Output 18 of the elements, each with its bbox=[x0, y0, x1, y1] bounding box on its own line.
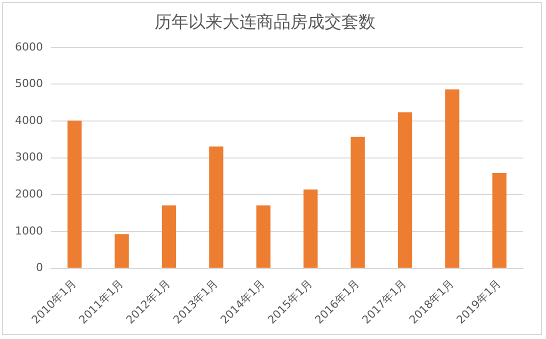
y-tick-label: 0 bbox=[36, 261, 43, 274]
bar bbox=[304, 190, 318, 268]
bar bbox=[114, 234, 129, 268]
bar bbox=[256, 205, 270, 268]
bar bbox=[398, 112, 412, 268]
y-tick-label: 3000 bbox=[14, 150, 43, 164]
bar bbox=[68, 120, 82, 268]
y-tick-label: 5000 bbox=[14, 77, 43, 90]
bar bbox=[492, 172, 506, 268]
y-tick-label: 2000 bbox=[14, 188, 43, 201]
y-tick-label: 4000 bbox=[14, 114, 43, 127]
bar bbox=[350, 136, 365, 268]
y-tick-label: 1000 bbox=[14, 224, 43, 238]
chart-title: 历年以来大连商品房成交套数 bbox=[154, 12, 376, 33]
y-tick-label: 6000 bbox=[14, 40, 43, 54]
bar bbox=[162, 205, 176, 268]
bar bbox=[445, 89, 460, 268]
bar bbox=[209, 146, 224, 268]
